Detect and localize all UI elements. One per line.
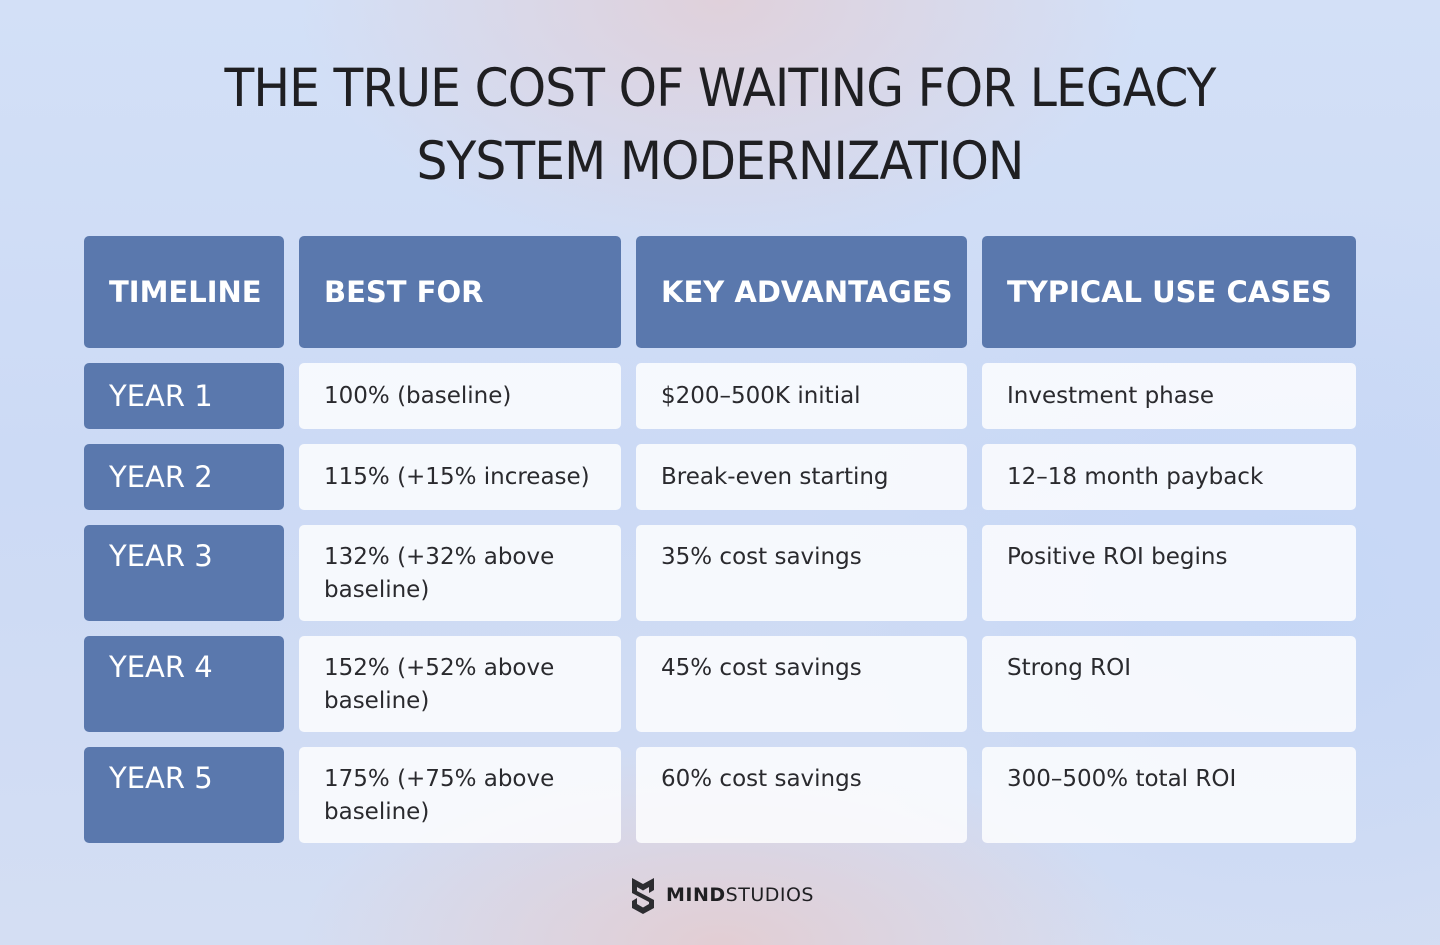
mindstudios-logo[interactable]: MINDSTUDIOS bbox=[630, 876, 814, 914]
row-4-key-advantages: 45% cost savings bbox=[636, 636, 967, 732]
mindstudios-logo-icon bbox=[632, 878, 654, 914]
row-5-use-cases: 300–500% total ROI bbox=[982, 747, 1356, 843]
row-3-best-for: 132% (+32% above baseline) bbox=[299, 525, 621, 621]
row-1-key-advantages: $200–500K initial bbox=[636, 363, 967, 429]
row-2-use-cases: 12–18 month payback bbox=[982, 444, 1356, 510]
comparison-table: TIMELINE BEST FOR KEY ADVANTAGES TYPICAL… bbox=[84, 236, 1356, 843]
row-5-timeline: YEAR 5 bbox=[84, 747, 284, 843]
header-key-advantages: KEY ADVANTAGES bbox=[636, 236, 967, 348]
row-2-key-advantages: Break-even starting bbox=[636, 444, 967, 510]
header-typical-use-cases: TYPICAL USE CASES bbox=[982, 236, 1356, 348]
header-best-for: BEST FOR bbox=[299, 236, 621, 348]
row-3-use-cases: Positive ROI begins bbox=[982, 525, 1356, 621]
row-2-best-for: 115% (+15% increase) bbox=[299, 444, 621, 510]
row-1-timeline: YEAR 1 bbox=[84, 363, 284, 429]
row-4-timeline: YEAR 4 bbox=[84, 636, 284, 732]
header-timeline: TIMELINE bbox=[84, 236, 284, 348]
row-3-key-advantages: 35% cost savings bbox=[636, 525, 967, 621]
page-title: THE TRUE COST OF WAITING FOR LEGACY SYST… bbox=[58, 52, 1383, 198]
page-title-line-2: SYSTEM MODERNIZATION bbox=[416, 131, 1025, 192]
row-3-timeline: YEAR 3 bbox=[84, 525, 284, 621]
row-5-best-for: 175% (+75% above baseline) bbox=[299, 747, 621, 843]
row-2-timeline: YEAR 2 bbox=[84, 444, 284, 510]
row-4-best-for: 152% (+52% above baseline) bbox=[299, 636, 621, 732]
mindstudios-wordmark: MINDSTUDIOS bbox=[666, 884, 814, 906]
logo-text-regular: STUDIOS bbox=[725, 884, 814, 906]
logo-text-bold: MIND bbox=[666, 884, 726, 906]
row-5-key-advantages: 60% cost savings bbox=[636, 747, 967, 843]
row-1-use-cases: Investment phase bbox=[982, 363, 1356, 429]
row-4-use-cases: Strong ROI bbox=[982, 636, 1356, 732]
row-1-best-for: 100% (baseline) bbox=[299, 363, 621, 429]
page-title-line-1: THE TRUE COST OF WAITING FOR LEGACY bbox=[224, 58, 1216, 119]
